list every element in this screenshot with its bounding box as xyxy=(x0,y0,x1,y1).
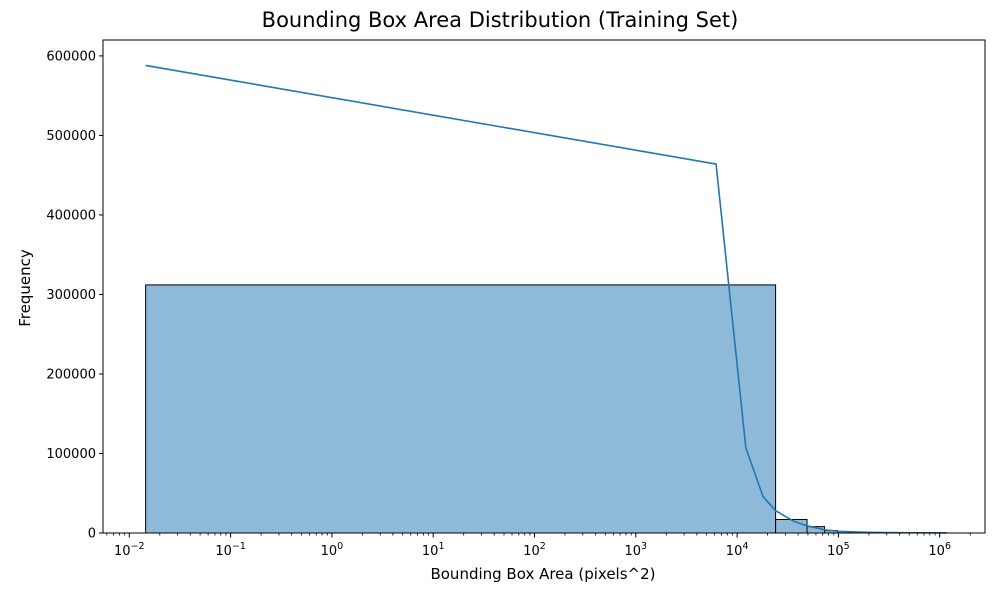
x-tick-label: 10−2 xyxy=(114,541,145,559)
chart-title: Bounding Box Area Distribution (Training… xyxy=(261,8,739,32)
histogram-bar xyxy=(145,284,777,534)
x-tick-label: 106 xyxy=(928,541,951,559)
y-axis-label: Frequency xyxy=(16,249,34,327)
x-tick-label: 10−1 xyxy=(215,541,246,559)
histogram-bar xyxy=(775,518,808,534)
y-tick-label: 600000 xyxy=(46,49,96,64)
axes-frame xyxy=(102,39,986,534)
y-tick-label: 300000 xyxy=(46,288,96,303)
x-tick-label: 105 xyxy=(827,541,850,559)
x-tick-label: 104 xyxy=(726,541,749,559)
y-tick-label: 100000 xyxy=(46,447,96,462)
y-tick-label: 0 xyxy=(88,527,96,542)
y-tick-label: 400000 xyxy=(46,208,96,223)
x-tick-label: 101 xyxy=(422,541,445,559)
x-tick-label: 102 xyxy=(523,541,546,559)
y-tick-label: 500000 xyxy=(46,129,96,144)
y-tick-label: 200000 xyxy=(46,367,96,382)
x-axis-label: Bounding Box Area (pixels^2) xyxy=(430,565,656,583)
x-tick-label: 103 xyxy=(625,541,648,559)
x-tick-label: 100 xyxy=(321,541,344,559)
